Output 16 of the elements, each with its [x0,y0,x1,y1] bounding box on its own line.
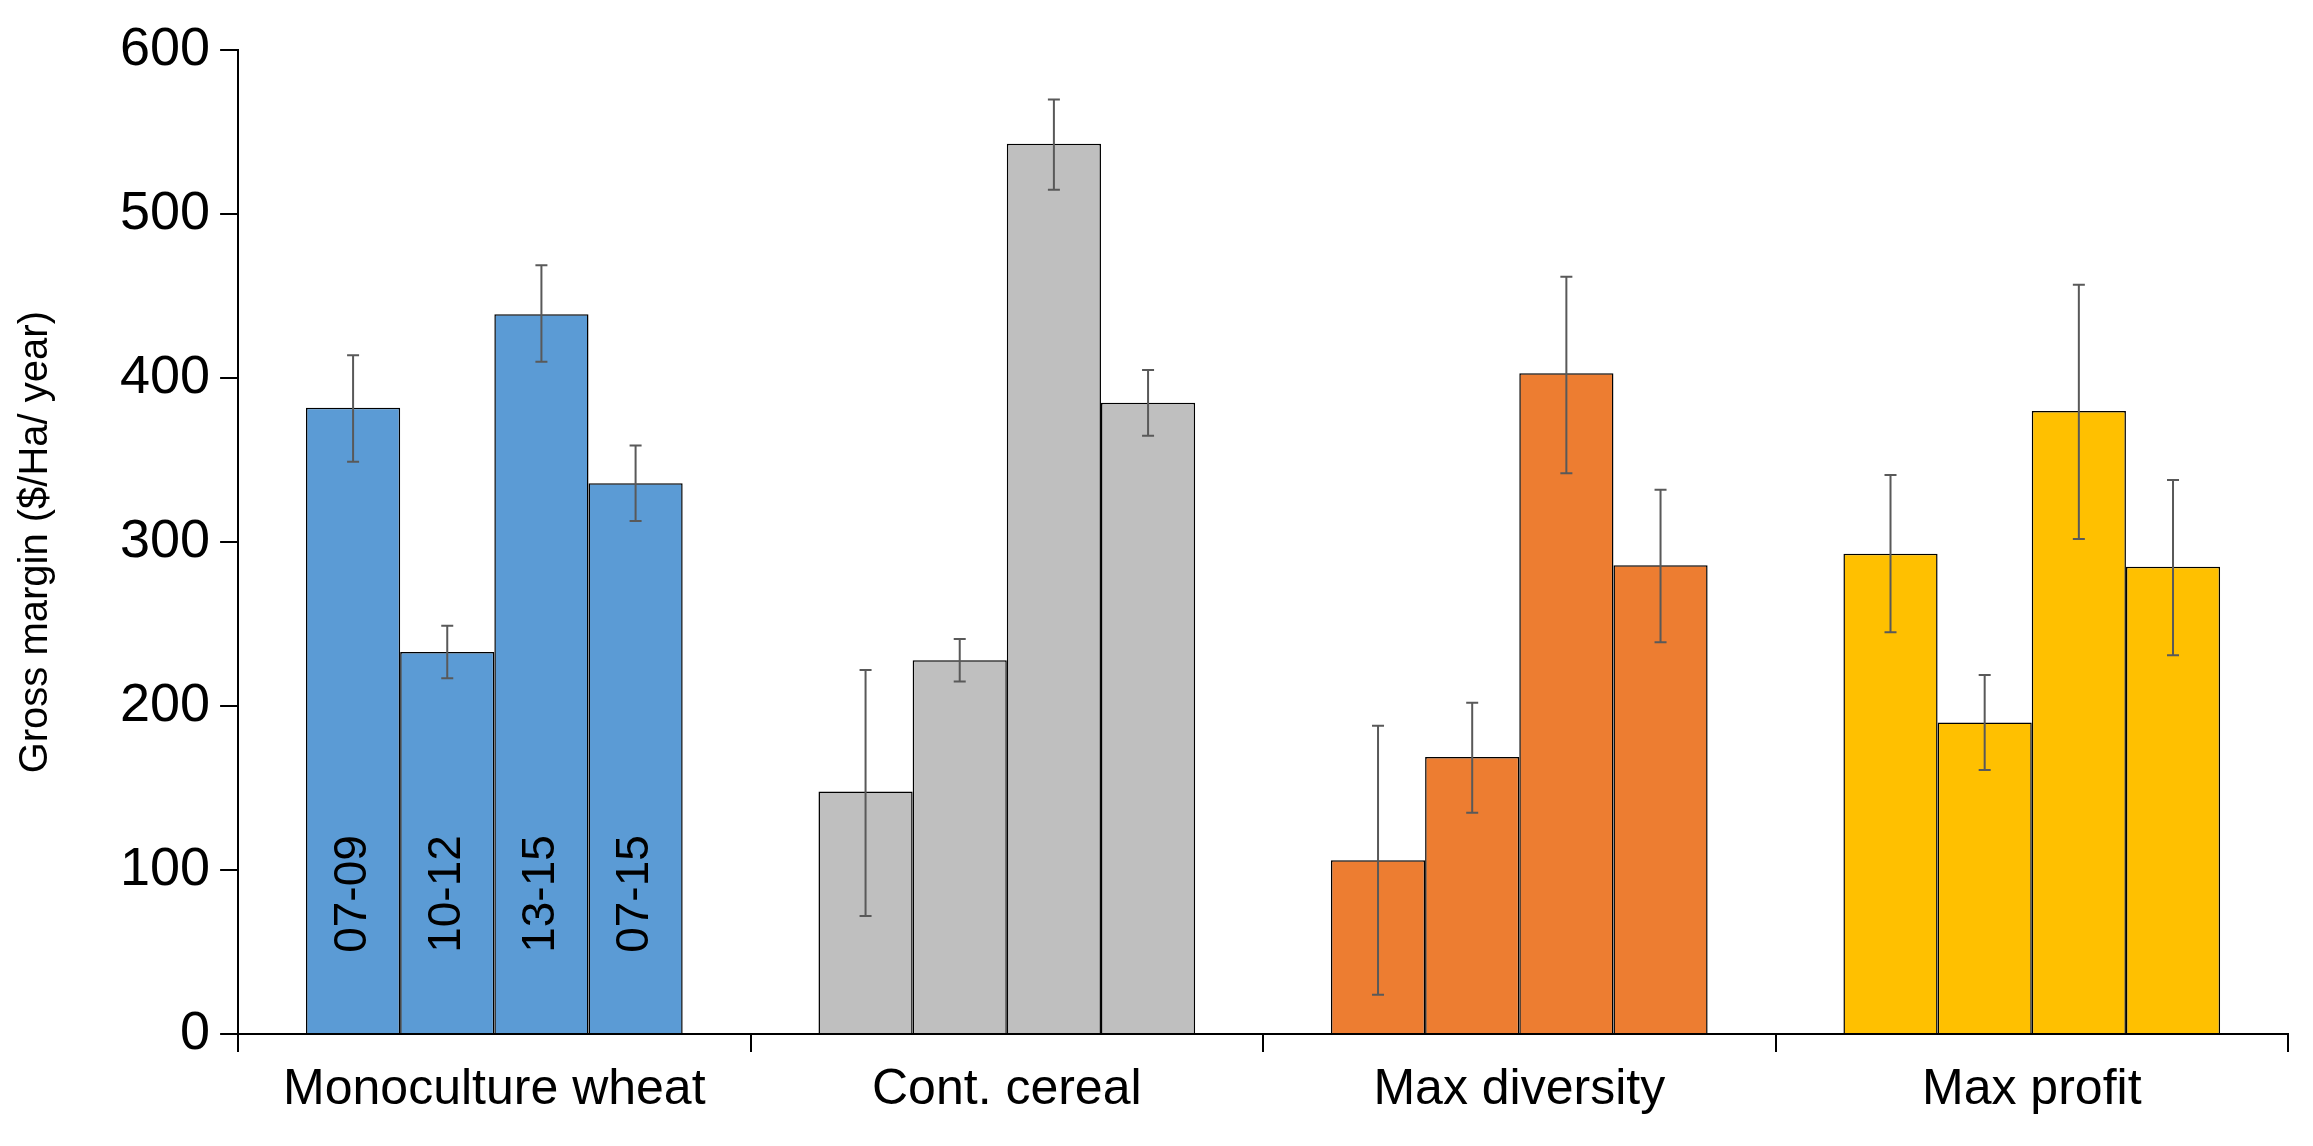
series-label: 13-15 [512,835,565,953]
x-tick-label: Monoculture wheat [283,1058,706,1115]
series-label: 07-15 [606,835,659,953]
x-tick-label: Max profit [1922,1058,2142,1115]
y-tick-label: 200 [119,672,211,733]
y-tick-label: 400 [119,344,211,405]
y-axis-title: Gross margin ($/Ha/ year) [11,311,56,774]
y-tick-label: 300 [119,508,211,569]
x-tick-label: Cont. cereal [872,1058,1142,1115]
y-tick-label: 600 [119,16,211,77]
y-tick-label: 100 [119,835,211,896]
y-tick-label: 500 [119,180,211,241]
y-tick-label: 0 [180,999,211,1060]
x-tick-label: Max diversity [1373,1058,1666,1115]
series-label: 10-12 [417,835,470,953]
series-label: 07-09 [323,835,376,953]
